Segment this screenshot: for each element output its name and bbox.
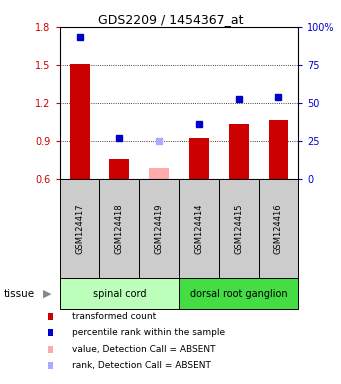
Bar <box>258 179 298 278</box>
Text: GSM124418: GSM124418 <box>115 203 124 254</box>
Text: tissue: tissue <box>3 289 34 299</box>
Text: rank, Detection Call = ABSENT: rank, Detection Call = ABSENT <box>72 361 210 370</box>
Bar <box>109 159 129 179</box>
Bar <box>219 179 258 278</box>
Text: percentile rank within the sample: percentile rank within the sample <box>72 328 225 338</box>
Bar <box>149 168 169 179</box>
Text: GSM124417: GSM124417 <box>75 203 84 254</box>
Bar <box>189 138 209 179</box>
Bar <box>229 124 249 179</box>
Text: GSM124416: GSM124416 <box>274 203 283 254</box>
Bar <box>179 179 219 278</box>
Text: GDS2209 / 1454367_at: GDS2209 / 1454367_at <box>98 13 243 26</box>
Text: GSM124415: GSM124415 <box>234 203 243 254</box>
Text: transformed count: transformed count <box>72 312 156 321</box>
Bar <box>60 179 100 278</box>
Bar <box>139 179 179 278</box>
Text: ▶: ▶ <box>43 289 51 299</box>
Bar <box>269 121 288 179</box>
Text: GSM124419: GSM124419 <box>154 203 164 254</box>
Text: spinal cord: spinal cord <box>93 289 146 299</box>
Text: GSM124414: GSM124414 <box>194 203 204 254</box>
Bar <box>179 278 298 309</box>
Bar <box>70 64 89 179</box>
Bar <box>100 179 139 278</box>
Bar <box>60 278 179 309</box>
Text: dorsal root ganglion: dorsal root ganglion <box>190 289 287 299</box>
Text: value, Detection Call = ABSENT: value, Detection Call = ABSENT <box>72 344 215 354</box>
